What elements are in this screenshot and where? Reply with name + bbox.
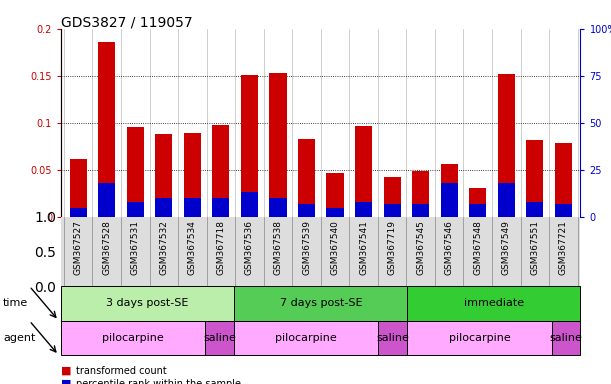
Bar <box>70 159 87 217</box>
Bar <box>205 321 234 355</box>
Text: GSM367538: GSM367538 <box>274 220 282 275</box>
Text: time: time <box>3 298 28 308</box>
Text: saline: saline <box>203 333 236 343</box>
Bar <box>384 177 401 217</box>
Bar <box>441 183 458 217</box>
Bar <box>469 204 486 217</box>
Bar <box>408 321 552 355</box>
Text: GSM367531: GSM367531 <box>131 220 140 275</box>
Bar <box>355 126 372 217</box>
Text: GSM367545: GSM367545 <box>416 220 425 275</box>
Bar <box>526 202 543 217</box>
Text: GSM367719: GSM367719 <box>387 220 397 275</box>
Bar <box>184 198 201 217</box>
Text: immediate: immediate <box>464 298 524 308</box>
Text: agent: agent <box>3 333 35 343</box>
Bar <box>184 133 201 217</box>
Bar <box>61 286 234 321</box>
Bar <box>526 140 543 217</box>
Text: GSM367534: GSM367534 <box>188 220 197 275</box>
Bar <box>412 171 429 217</box>
Text: percentile rank within the sample: percentile rank within the sample <box>76 379 241 384</box>
Text: pilocarpine: pilocarpine <box>448 333 510 343</box>
Bar <box>555 142 572 217</box>
Text: saline: saline <box>549 333 582 343</box>
Text: GSM367528: GSM367528 <box>102 220 111 275</box>
Bar <box>384 204 401 217</box>
Text: pilocarpine: pilocarpine <box>276 333 337 343</box>
Text: 7 days post-SE: 7 days post-SE <box>279 298 362 308</box>
Bar <box>61 321 205 355</box>
Bar <box>126 127 144 217</box>
Text: GSM367718: GSM367718 <box>216 220 225 275</box>
Bar <box>234 286 408 321</box>
Text: GSM367551: GSM367551 <box>530 220 540 275</box>
Bar <box>70 208 87 217</box>
Text: transformed count: transformed count <box>76 366 167 376</box>
Text: GSM367527: GSM367527 <box>74 220 82 275</box>
Bar <box>269 73 287 217</box>
Bar <box>241 192 258 217</box>
Text: pilocarpine: pilocarpine <box>103 333 164 343</box>
Bar <box>213 198 230 217</box>
Bar <box>298 204 315 217</box>
Text: GSM367541: GSM367541 <box>359 220 368 275</box>
Bar <box>408 286 580 321</box>
Bar <box>126 202 144 217</box>
Text: GSM367546: GSM367546 <box>445 220 454 275</box>
Bar <box>298 139 315 217</box>
Bar <box>155 134 172 217</box>
Bar <box>241 75 258 217</box>
Bar <box>555 204 572 217</box>
Text: saline: saline <box>376 333 409 343</box>
Bar <box>269 198 287 217</box>
Bar <box>378 321 408 355</box>
Bar <box>552 321 580 355</box>
Bar <box>213 125 230 217</box>
Text: ■: ■ <box>61 366 71 376</box>
Text: GSM367549: GSM367549 <box>502 220 511 275</box>
Text: GSM367532: GSM367532 <box>159 220 168 275</box>
Bar <box>326 173 343 217</box>
Text: ■: ■ <box>61 379 71 384</box>
Text: GSM367548: GSM367548 <box>474 220 482 275</box>
Bar <box>441 164 458 217</box>
Bar <box>98 42 115 217</box>
Bar <box>469 188 486 217</box>
Text: GSM367721: GSM367721 <box>559 220 568 275</box>
Bar <box>98 183 115 217</box>
Bar <box>498 74 515 217</box>
Bar <box>498 183 515 217</box>
Text: GSM367539: GSM367539 <box>302 220 311 275</box>
Bar <box>355 202 372 217</box>
Text: GSM367540: GSM367540 <box>331 220 340 275</box>
Text: 3 days post-SE: 3 days post-SE <box>106 298 189 308</box>
Bar <box>326 208 343 217</box>
Text: GDS3827 / 119057: GDS3827 / 119057 <box>61 15 192 29</box>
Text: GSM367536: GSM367536 <box>245 220 254 275</box>
Bar <box>234 321 378 355</box>
Bar <box>412 204 429 217</box>
Bar <box>155 198 172 217</box>
